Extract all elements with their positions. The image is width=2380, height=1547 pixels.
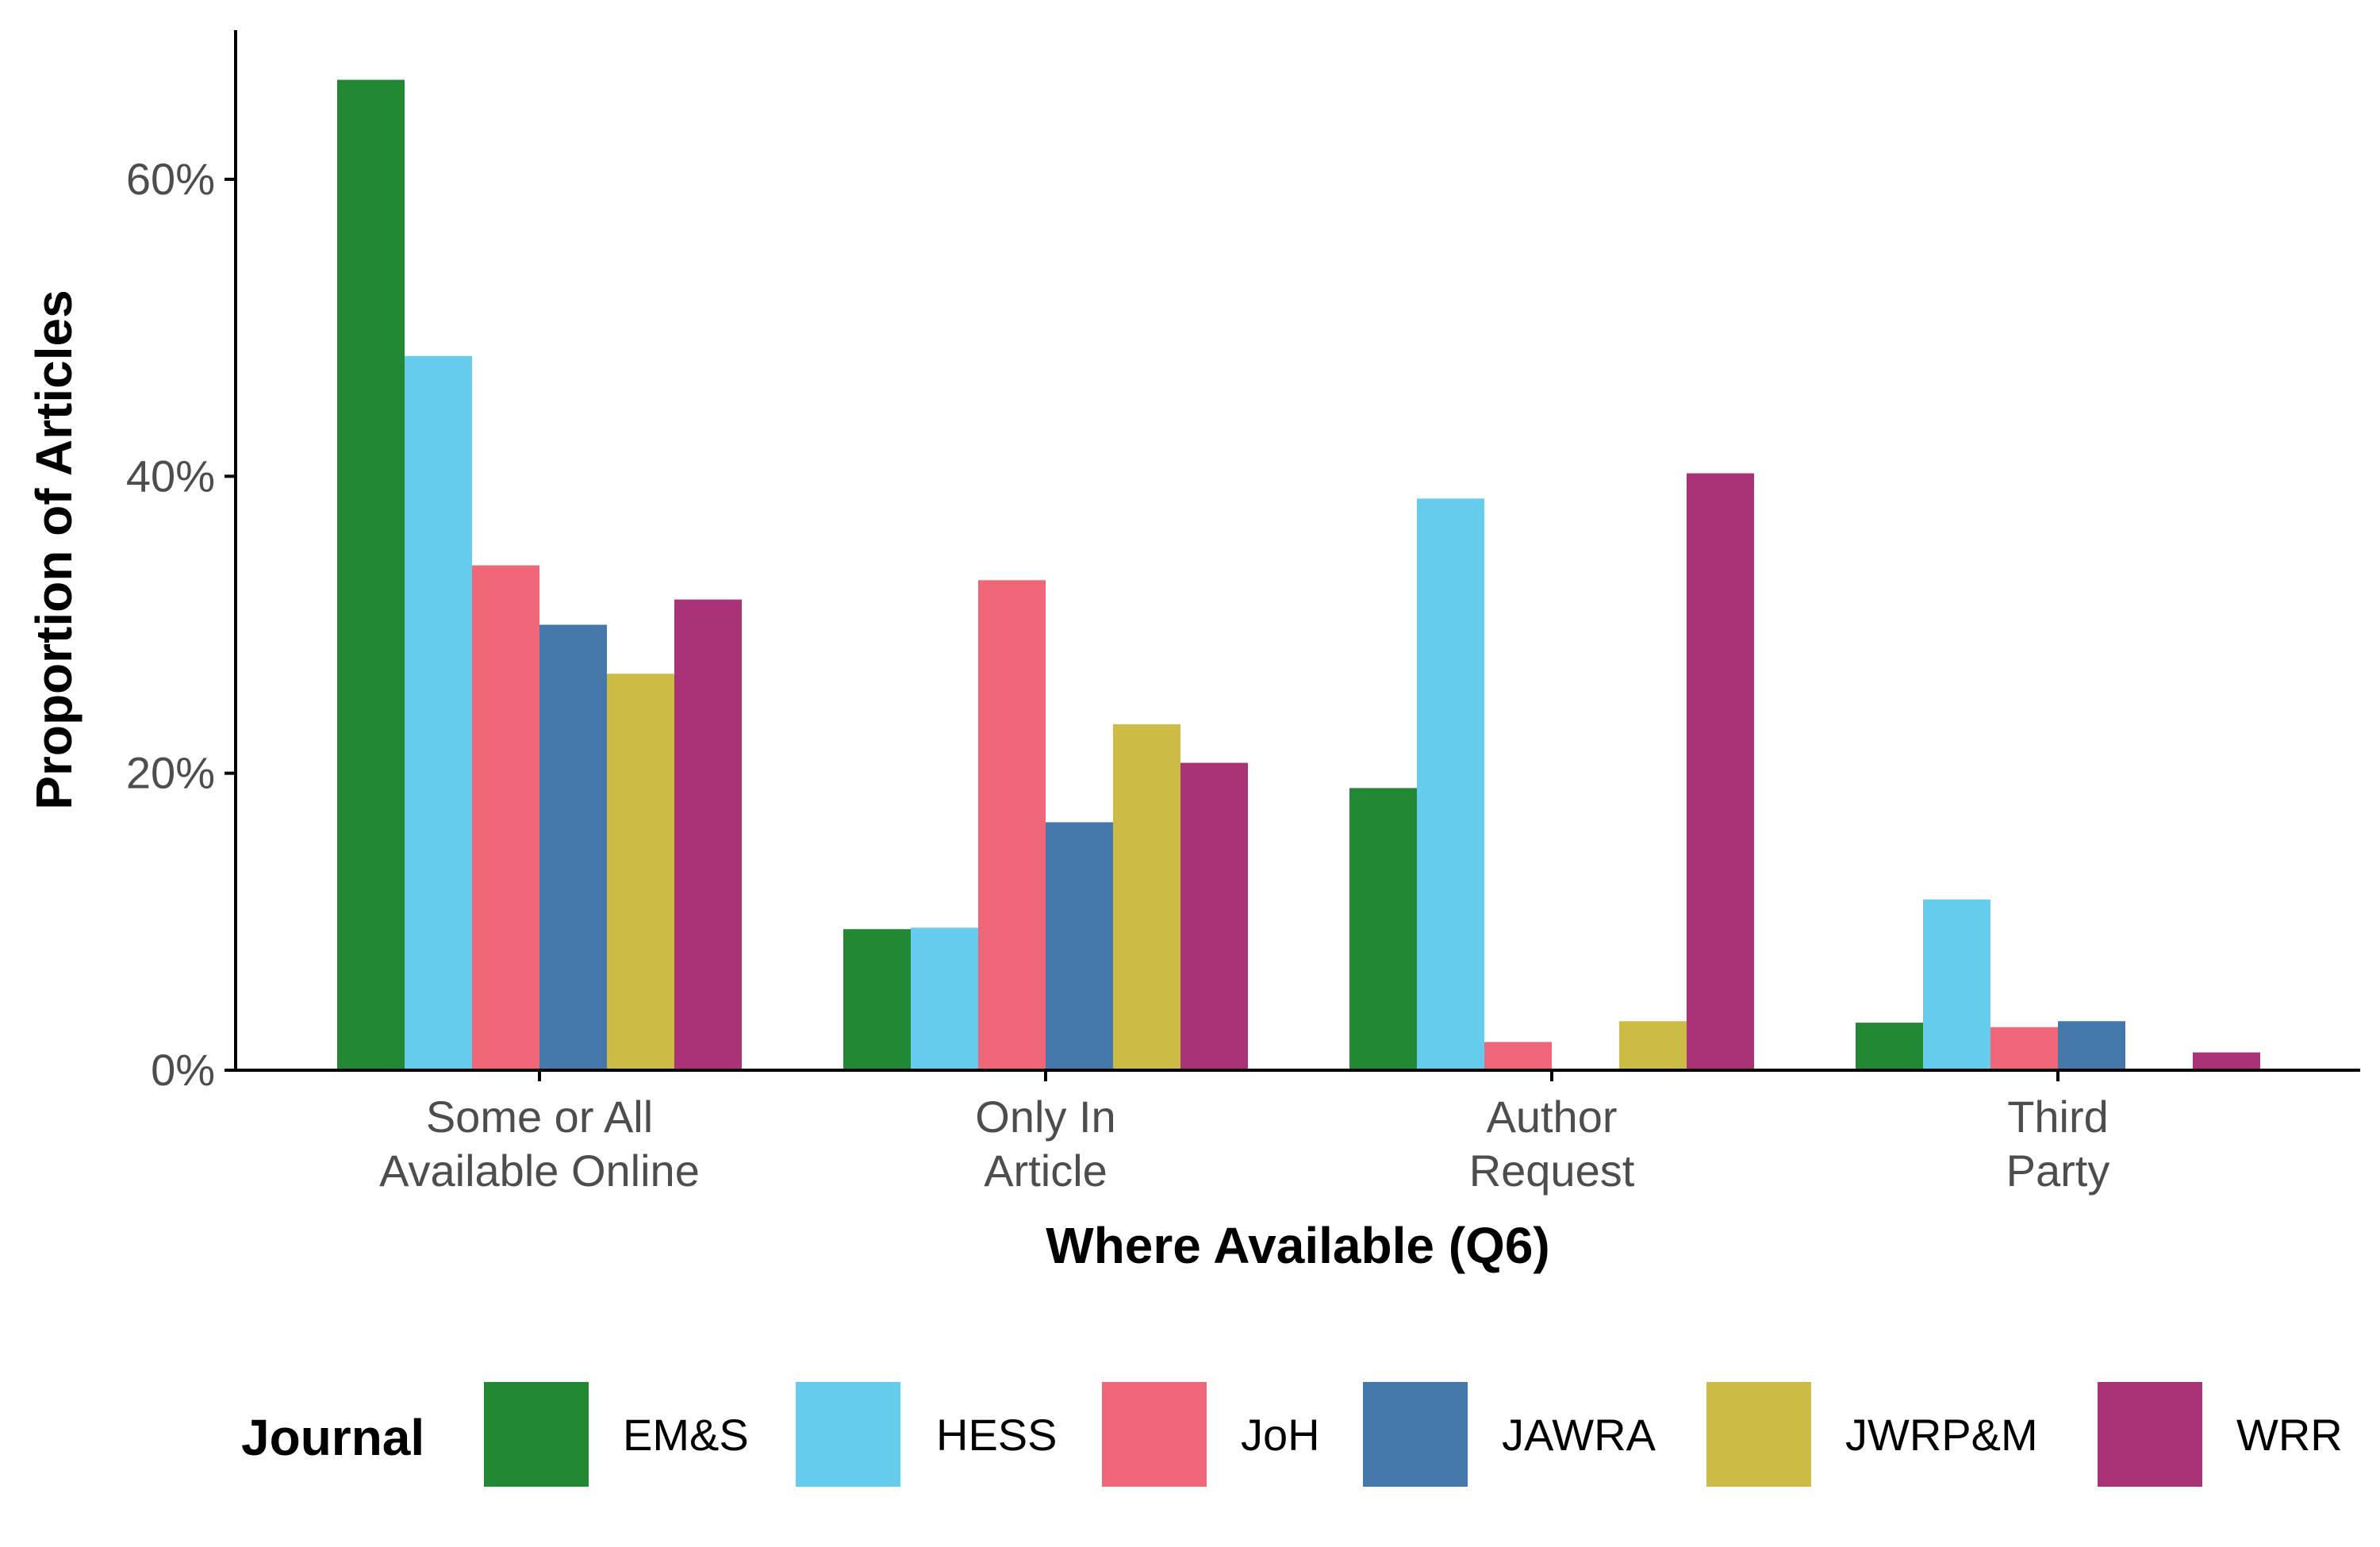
y-tick-label: 0% (151, 1045, 215, 1095)
x-axis-title: Where Available (Q6) (1046, 1217, 1549, 1274)
legend-key-hess (796, 1382, 900, 1487)
legend: Journal EM&S HESS JoH JAWRA JWRP&M WRR (241, 1382, 2343, 1487)
bar-jawra-third-party (2058, 1021, 2125, 1070)
bar-wrr-only-in-article (1180, 762, 1248, 1070)
legend-label-jwrp-m: JWRP&M (1845, 1410, 2038, 1460)
legend-key-joh (1102, 1382, 1207, 1487)
bar-em-s-only-in-article (843, 929, 911, 1070)
x-tick-label: Author Request (1469, 1092, 1635, 1196)
bar-joh-some-or-all-available-online (472, 565, 539, 1070)
legend-key-jawra (1363, 1382, 1468, 1487)
legend-key-jwrp-m (1706, 1382, 1811, 1487)
y-axis-title: Proportion of Articles (25, 290, 83, 809)
bar-jwrp-m-author-request (1619, 1021, 1687, 1070)
bar-wrr-author-request (1687, 473, 1754, 1070)
y-axis-ticks: 0% 20% 40% 60% (126, 154, 236, 1095)
bar-jwrp-m-some-or-all-available-online (607, 674, 674, 1070)
bar-jawra-some-or-all-available-online (539, 624, 607, 1070)
bar-hess-only-in-article (911, 927, 978, 1070)
legend-key-wrr (2098, 1382, 2202, 1487)
bar-hess-some-or-all-available-online (405, 355, 472, 1070)
bar-jawra-only-in-article (1046, 822, 1113, 1070)
legend-title: Journal (241, 1409, 424, 1466)
bar-wrr-third-party (2193, 1052, 2260, 1070)
legend-label-em-s: EM&S (623, 1410, 749, 1460)
y-tick-label: 40% (126, 451, 215, 501)
x-tick-label: Third Party (2006, 1092, 2110, 1196)
bar-joh-author-request (1484, 1042, 1552, 1070)
x-axis-ticks: Some or All Available Online Only In Articl… (379, 1070, 2109, 1196)
bar-em-s-author-request (1349, 788, 1417, 1070)
bar-hess-third-party (1923, 899, 1990, 1070)
bar-wrr-some-or-all-available-online (674, 599, 742, 1070)
bars-group (337, 79, 2260, 1070)
legend-key-em-s (484, 1382, 589, 1487)
bar-hess-author-request (1417, 498, 1484, 1070)
bar-joh-third-party (1990, 1027, 2058, 1070)
x-tick-label: Some or All Available Online (379, 1092, 700, 1196)
bar-jwrp-m-only-in-article (1113, 724, 1180, 1070)
bar-joh-only-in-article (978, 580, 1046, 1070)
y-tick-label: 60% (126, 154, 215, 204)
legend-label-hess: HESS (936, 1410, 1058, 1460)
legend-label-wrr: WRR (2236, 1410, 2343, 1460)
bar-em-s-third-party (1856, 1023, 1923, 1070)
bar-em-s-some-or-all-available-online (337, 79, 405, 1070)
legend-label-joh: JoH (1241, 1410, 1320, 1460)
legend-label-jawra: JAWRA (1502, 1410, 1656, 1460)
y-tick-label: 20% (126, 748, 215, 798)
x-tick-label: Only In Article (975, 1092, 1115, 1196)
